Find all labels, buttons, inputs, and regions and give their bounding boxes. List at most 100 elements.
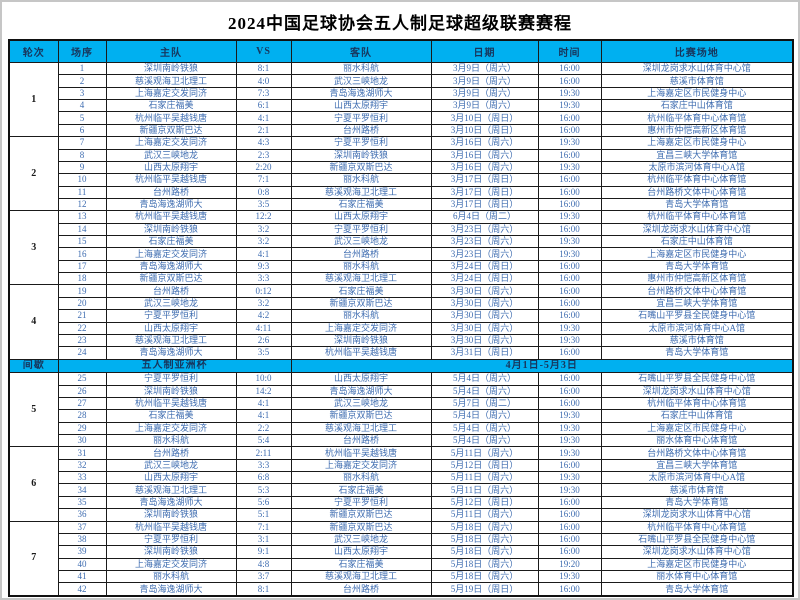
match-date: 3月24日（周日） xyxy=(430,272,539,286)
score: 4:8 xyxy=(235,557,292,571)
score: 4:2 xyxy=(235,309,292,323)
away-team: 青岛海逸湖师大 xyxy=(290,384,432,398)
match-date: 3月24日（周日） xyxy=(430,259,539,274)
match-row: 38 宁夏平罗恒利 3:1 武汉三峡地龙 5月18日（周六） 16:00 石嘴山平罗县全民健… xyxy=(9,532,794,547)
match-no: 18 xyxy=(57,272,107,286)
match-date: 3月9日（周六） xyxy=(430,99,539,113)
score: 5:4 xyxy=(235,434,292,448)
match-no: 21 xyxy=(57,309,107,323)
home-team: 武汉三峡地龙 xyxy=(105,296,237,311)
score: 6:8 xyxy=(235,471,292,485)
match-date: 5月4日（周六） xyxy=(430,372,539,386)
score: 3:1 xyxy=(235,532,292,547)
match-date: 5月18日（周六） xyxy=(430,569,539,584)
match-date: 5月18日（周六） xyxy=(430,557,539,571)
match-no: 8 xyxy=(57,148,107,162)
home-team: 慈溪观海卫北理工 xyxy=(105,483,237,497)
match-no: 16 xyxy=(57,247,107,261)
match-no: 37 xyxy=(57,520,107,534)
away-team: 石家庄福美 xyxy=(290,483,432,497)
home-team: 杭州临平吴越钱唐 xyxy=(105,210,237,224)
home-team: 青岛海逸湖师大 xyxy=(105,582,237,597)
match-time: 19:30 xyxy=(537,235,602,249)
break-dates: 4月1日-5月3日 xyxy=(290,358,794,374)
match-time: 16:00 xyxy=(537,61,602,76)
match-time: 19:30 xyxy=(537,160,602,175)
match-date: 3月23日（周六） xyxy=(430,235,539,249)
score: 5:3 xyxy=(235,483,292,497)
match-no: 24 xyxy=(57,346,107,360)
score: 5:6 xyxy=(235,495,292,510)
score: 3:3 xyxy=(235,458,292,473)
match-no: 23 xyxy=(57,333,107,348)
match-row: 40 上海嘉定交发同济 4:8 石家庄福美 5月18日（周六） 19:20 上海嘉定区市民健… xyxy=(9,557,794,571)
venue: 石嘴山平罗县全民健身中心馆 xyxy=(600,309,794,323)
away-team: 上海嘉定交发同济 xyxy=(290,458,432,473)
score: 7:1 xyxy=(235,173,292,187)
home-team: 宁夏平罗恒利 xyxy=(105,372,237,386)
score: 5:1 xyxy=(235,508,292,522)
away-team: 山西太原翔宇 xyxy=(290,545,432,559)
away-team: 山西太原翔宇 xyxy=(290,372,432,386)
match-date: 5月4日（周六） xyxy=(430,421,539,436)
venue: 青岛大学体育馆 xyxy=(600,197,794,212)
venue: 石嘴山平罗县全民健身中心馆 xyxy=(600,372,794,386)
match-row: 3 13 杭州临平吴越钱唐 12:2 山西太原翔宇 6月4日（周二） 19:30 杭州临平体育… xyxy=(8,210,794,286)
away-team: 台州路桥 xyxy=(290,123,432,138)
match-no: 26 xyxy=(57,384,107,398)
venue: 青岛大学体育馆 xyxy=(600,346,794,360)
match-row: 35 青岛海逸湖师大 5:6 宁夏平罗恒利 5月12日（周日） 16:00 青岛大学体育馆 xyxy=(9,495,794,510)
match-date: 5月18日（周六） xyxy=(430,545,539,559)
match-date: 5月4日（周六） xyxy=(430,384,539,398)
score: 4:11 xyxy=(235,321,292,335)
away-team: 台州路桥 xyxy=(290,582,432,597)
venue: 深圳龙岗求水山体育中心馆 xyxy=(600,508,794,522)
venue: 青岛大学体育馆 xyxy=(600,582,794,597)
col-header-match-no: 场序 xyxy=(57,39,107,63)
away-team: 武汉三峡地龙 xyxy=(290,235,432,249)
match-row: 27 杭州临平吴越钱唐 4:1 武汉三峡地龙 5月7日（周二） 16:00 杭州临平体育中心… xyxy=(9,396,794,411)
away-team: 慈溪观海卫北理工 xyxy=(290,421,432,436)
col-header-round: 轮次 xyxy=(8,39,59,63)
venue: 上海嘉定区市民健身中心 xyxy=(600,421,794,436)
score: 8:1 xyxy=(235,582,292,597)
venue: 杭州临平体育中心体育馆 xyxy=(600,210,794,224)
match-row: 20 武汉三峡地龙 3:2 新疆京双斯巴达 3月30日（周六） 16:00 宜昌三峡大学体育… xyxy=(9,296,794,311)
match-no: 2 xyxy=(57,74,107,88)
home-team: 深圳南岭铁狼 xyxy=(105,508,237,522)
score: 4:3 xyxy=(235,136,292,150)
venue: 杭州临平体育中心体育馆 xyxy=(600,520,794,534)
match-no: 15 xyxy=(57,235,107,249)
home-team: 武汉三峡地龙 xyxy=(105,458,237,473)
match-date: 5月12日（周日） xyxy=(430,495,539,510)
match-no: 6 xyxy=(57,123,107,138)
match-time: 19:30 xyxy=(537,136,602,150)
venue: 上海嘉定区市民健身中心 xyxy=(600,136,794,150)
table-header: 轮次 场序 主队 VS 客队 日期 时间 比赛场地 xyxy=(8,39,794,63)
score: 8:1 xyxy=(235,61,292,76)
match-date: 5月18日（周六） xyxy=(430,532,539,547)
away-team: 武汉三峡地龙 xyxy=(290,396,432,411)
match-time: 16:00 xyxy=(537,582,602,597)
score: 14:2 xyxy=(235,384,292,398)
match-date: 5月19日（周日） xyxy=(430,582,539,597)
home-team: 丽水科航 xyxy=(105,569,237,584)
match-time: 16:00 xyxy=(537,185,602,199)
venue: 慈溪市体育馆 xyxy=(600,333,794,348)
match-time: 16:00 xyxy=(537,372,602,386)
venue: 上海嘉定区市民健身中心 xyxy=(600,247,794,261)
away-team: 宁夏平罗恒利 xyxy=(290,136,432,150)
score: 4:1 xyxy=(235,409,292,423)
score: 7:1 xyxy=(235,520,292,534)
away-team: 山西太原翔宇 xyxy=(290,99,432,113)
schedule-page: 2024中国足球协会五人制足球超级联赛赛程 轮次 场序 主队 VS 客队 日期 … xyxy=(2,9,798,597)
away-team: 新疆京双斯巴达 xyxy=(290,409,432,423)
match-no: 10 xyxy=(57,173,107,187)
match-date: 3月23日（周六） xyxy=(430,222,539,237)
score: 0:12 xyxy=(235,284,292,298)
score: 3:2 xyxy=(235,296,292,311)
match-row: 2 7 上海嘉定交发同济 4:3 宁夏平罗恒利 3月16日（周六） 19:30 上海嘉定区市民… xyxy=(8,136,794,212)
away-team: 石家庄福美 xyxy=(290,284,432,298)
venue: 深圳龙岗求水山体育中心馆 xyxy=(600,61,794,76)
match-time: 19:30 xyxy=(537,569,602,584)
